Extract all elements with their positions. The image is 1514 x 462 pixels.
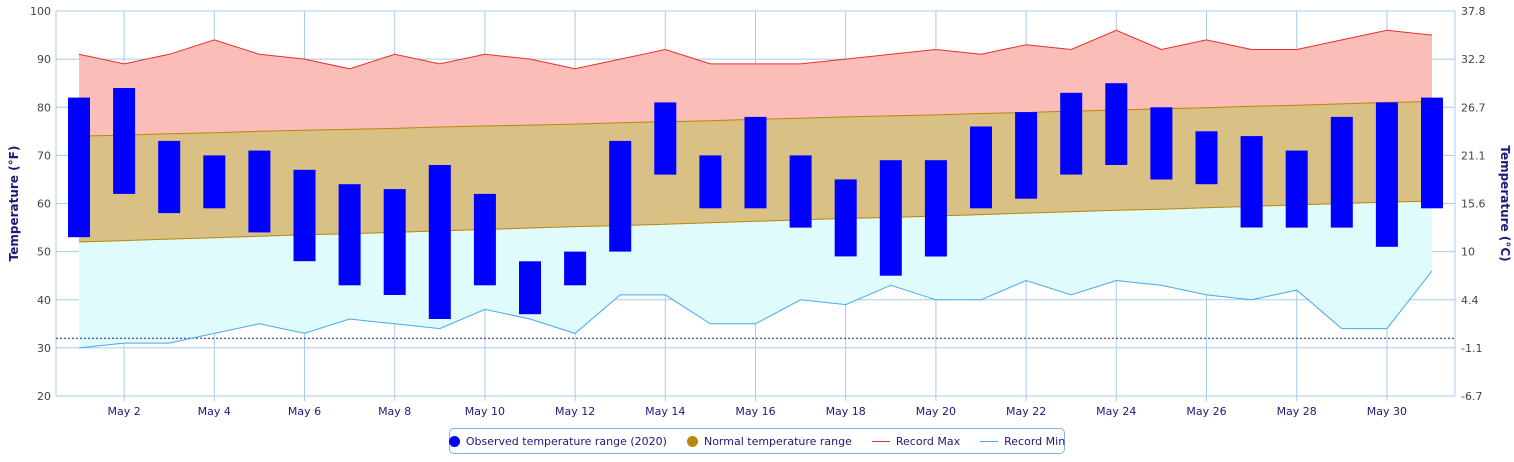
x-tick-label: May 26 [1186,405,1226,418]
observed-dot-icon [448,435,460,447]
legend-label-observed: Observed temperature range (2020) [465,434,667,448]
record-max-line-icon [871,440,890,442]
observed-bar [744,116,767,209]
x-tick-label: May 12 [555,405,595,418]
observed-bar [338,184,361,286]
legend-label-record-min: Record Min [1004,434,1066,448]
observed-bar [1060,92,1083,175]
y-tick-label-left: 90 [37,53,51,66]
x-tick-label: May 24 [1096,405,1136,418]
y-tick-label-left: 20 [37,390,51,403]
observed-bar [970,126,992,209]
observed-bar [113,88,136,194]
x-tick-label: May 20 [916,405,956,418]
y-tick-label-left: 50 [37,246,51,259]
y-tick-label-right: 26.7 [1461,101,1486,114]
y-tick-label-right: 10 [1461,246,1475,259]
y-tick-label-left: 80 [37,101,51,114]
x-tick-label: May 4 [198,405,231,418]
observed-bar [1285,150,1308,228]
y-axis-title-right: Temperature (°C) [1498,145,1512,261]
observed-bar [609,140,632,252]
y-tick-label-left: 70 [37,149,51,162]
y-tick-label-right: 37.8 [1461,5,1486,18]
record-lines [56,29,1455,349]
observed-bar [68,97,90,238]
x-tick-label: May 6 [288,405,321,418]
legend: Observed temperature range (2020) Normal… [448,428,1065,454]
observed-bar [924,160,947,257]
observed-bar [428,165,451,319]
y-tick-label-right: 15.6 [1461,198,1486,211]
observed-bar [1240,136,1263,228]
y-tick-label-left: 40 [37,294,51,307]
x-tick-label: May 18 [826,405,866,418]
y-tick-label-left: 100 [30,5,51,18]
normal-dot-icon [686,435,698,447]
observed-bar [834,179,857,257]
observed-bar [203,155,226,209]
y-tick-label-left: 60 [37,198,51,211]
y-axis-title-left: Temperature (°F) [7,146,21,262]
observed-bars [68,83,1443,319]
y-tick-label-right: -6.7 [1461,390,1482,403]
observed-bar [1195,131,1218,185]
observed-bar [473,193,496,286]
observed-bar [1421,97,1443,209]
y-tick-label-right: 32.2 [1461,53,1486,66]
observed-bar [1375,102,1398,247]
legend-item-record-max[interactable]: Record Max [871,434,961,448]
record-max-area [79,30,1432,137]
observed-bar [158,140,181,214]
record-min-line [78,270,1433,349]
observed-bar [293,169,316,262]
legend-item-observed[interactable]: Observed temperature range (2020) [448,434,667,448]
x-tick-label: May 14 [645,405,685,418]
legend-item-normal[interactable]: Normal temperature range [686,434,852,448]
x-tick-label: May 10 [465,405,505,418]
observed-bar [1330,116,1353,228]
y-tick-label-left: 30 [37,342,51,355]
observed-bar [1105,83,1128,165]
record-min-line-icon [980,440,999,442]
record-max-line [78,29,1433,70]
observed-bar [699,155,722,209]
x-tick-label: May 8 [378,405,411,418]
y-tick-label-right: 4.4 [1461,294,1479,307]
observed-bar [879,160,902,276]
observed-bar [789,155,812,228]
x-tick-label: May 22 [1006,405,1046,418]
x-tick-label: May 2 [107,405,140,418]
legend-label-record-max: Record Max [895,434,961,448]
observed-bar [1150,107,1173,180]
observed-bar [248,150,271,233]
record-min-area [79,201,1432,348]
x-tick-label: May 16 [735,405,775,418]
observed-bar [654,102,677,175]
axis-labels: 20 -6.7 30 -1.1 40 4.4 50 10 60 15.6 70 21.1 80 26.7 9… [30,5,1486,418]
x-tick-label: May 30 [1367,405,1407,418]
y-tick-label-right: 21.1 [1461,149,1486,162]
legend-item-record-min[interactable]: Record Min [980,435,1065,448]
observed-bar [519,261,541,315]
observed-bar [564,251,587,286]
legend-label-normal: Normal temperature range [703,434,852,448]
observed-bar [383,189,406,295]
observed-bar [1015,112,1038,199]
y-tick-label-right: -1.1 [1461,342,1482,355]
x-tick-label: May 28 [1277,405,1317,418]
